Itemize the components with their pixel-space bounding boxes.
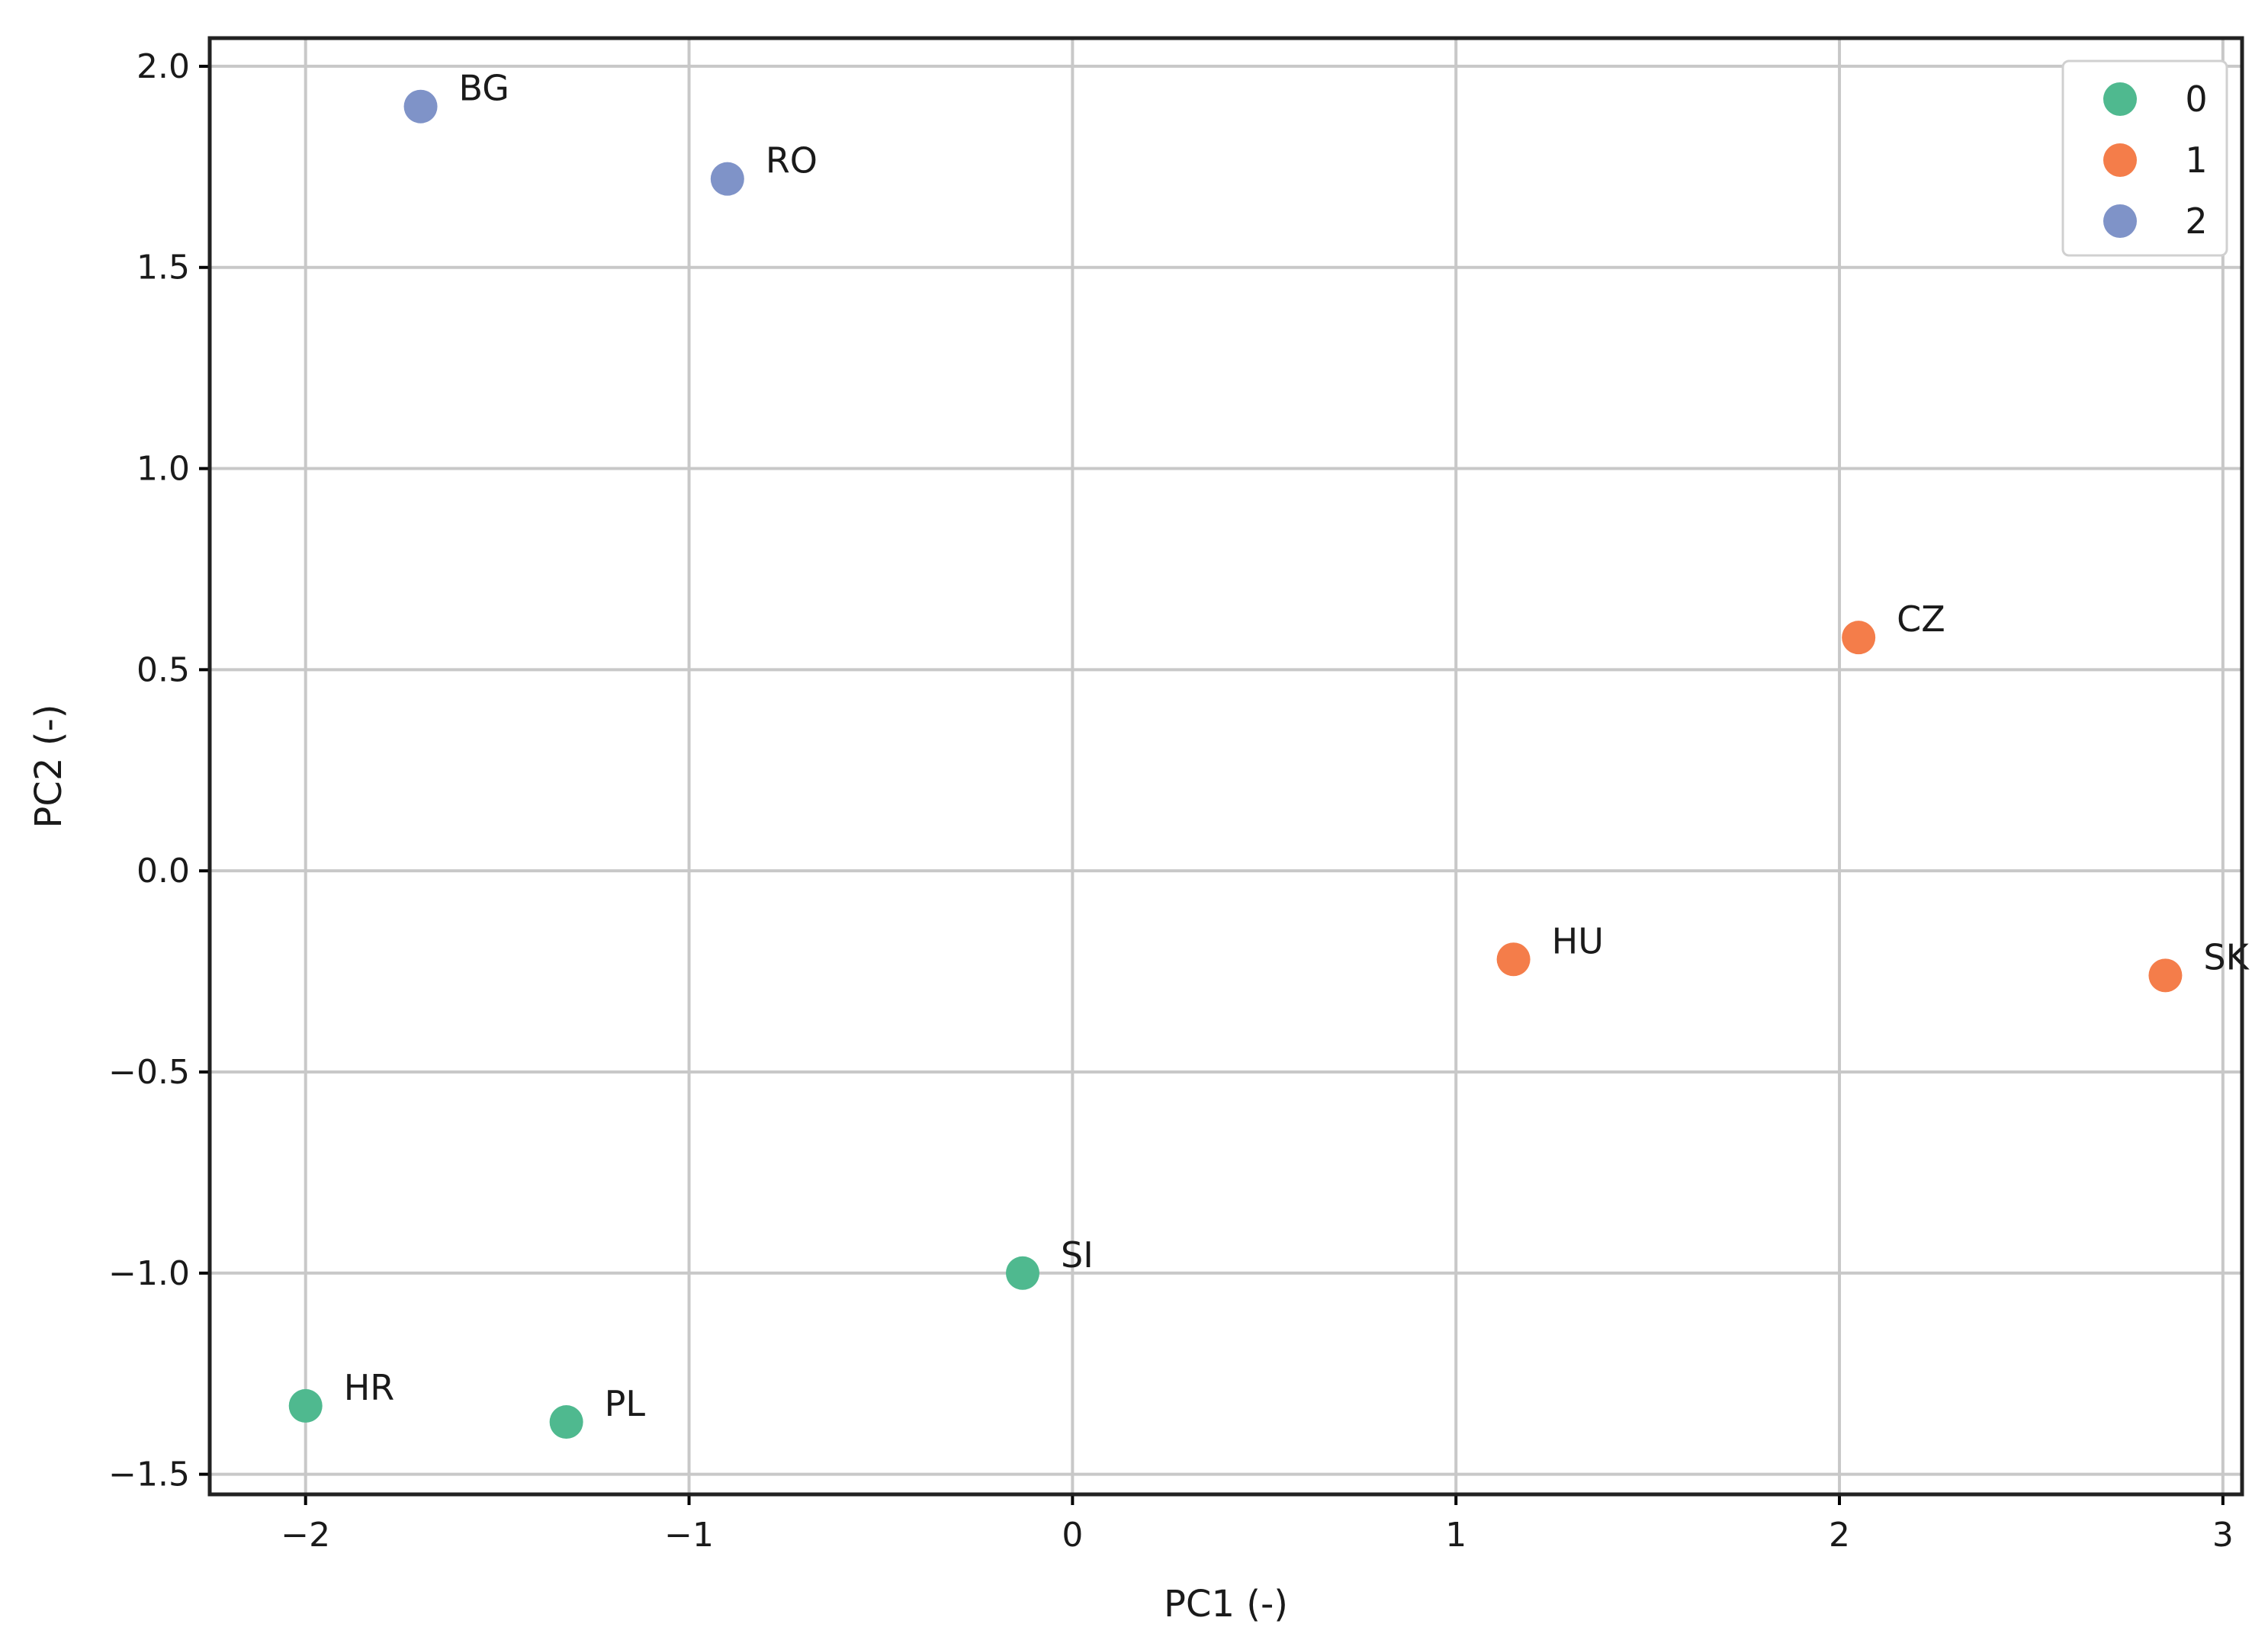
y-tick-label: 0.0 xyxy=(137,852,190,891)
y-tick-label: 2.0 xyxy=(137,47,190,86)
x-tick-label: 2 xyxy=(1829,1516,1850,1555)
data-point-cz xyxy=(1842,621,1876,655)
y-tick-label: −0.5 xyxy=(108,1053,190,1092)
grid xyxy=(210,38,2242,1494)
y-tick-label: −1.5 xyxy=(108,1455,190,1494)
point-label-pl: PL xyxy=(605,1383,646,1424)
data-point-ro xyxy=(710,162,744,196)
data-point-pl xyxy=(549,1405,583,1439)
legend-label-1: 1 xyxy=(2185,140,2207,181)
data-point-si xyxy=(1006,1256,1039,1290)
point-label-hr: HR xyxy=(344,1367,395,1408)
point-label-cz: CZ xyxy=(1897,599,1945,640)
legend: 0 1 2 xyxy=(2061,59,2228,257)
plot-frame xyxy=(207,36,2244,1497)
legend-marker-0 xyxy=(2103,82,2137,116)
x-tick-label: 3 xyxy=(2212,1516,2234,1555)
x-axis-label: PC1 (-) xyxy=(1164,1583,1288,1626)
legend-marker-1 xyxy=(2103,143,2137,177)
y-tick-label: 1.0 xyxy=(137,450,190,489)
point-label-si: SI xyxy=(1061,1234,1094,1276)
data-point-hu xyxy=(1496,942,1531,977)
y-tick-label: 0.5 xyxy=(137,650,190,689)
point-label-bg: BG xyxy=(459,68,509,109)
legend-label-2: 2 xyxy=(2185,201,2207,242)
x-tick-label: −2 xyxy=(281,1516,330,1555)
data-point-sk xyxy=(2148,958,2183,993)
legend-marker-2 xyxy=(2103,204,2137,238)
point-label-hu: HU xyxy=(1552,920,1604,961)
legend-label-0: 0 xyxy=(2185,79,2207,120)
axis-ticks: −2 −1 0 1 2 3 −1.5 −1.0 −0.5 0.0 0.5 1.0 1.5 2.0 xyxy=(108,47,2234,1555)
data-point-hr xyxy=(288,1388,323,1423)
legend-box xyxy=(2061,59,2228,257)
y-axis-label: PC2 (-) xyxy=(27,704,70,828)
y-tick-label: 1.5 xyxy=(137,249,190,287)
y-tick-label: −1.0 xyxy=(108,1254,190,1293)
x-tick-label: 1 xyxy=(1445,1516,1466,1555)
point-label-ro: RO xyxy=(766,140,818,181)
data-point-bg xyxy=(403,89,438,124)
x-tick-label: −1 xyxy=(664,1516,714,1555)
x-tick-label: 0 xyxy=(1062,1516,1083,1555)
